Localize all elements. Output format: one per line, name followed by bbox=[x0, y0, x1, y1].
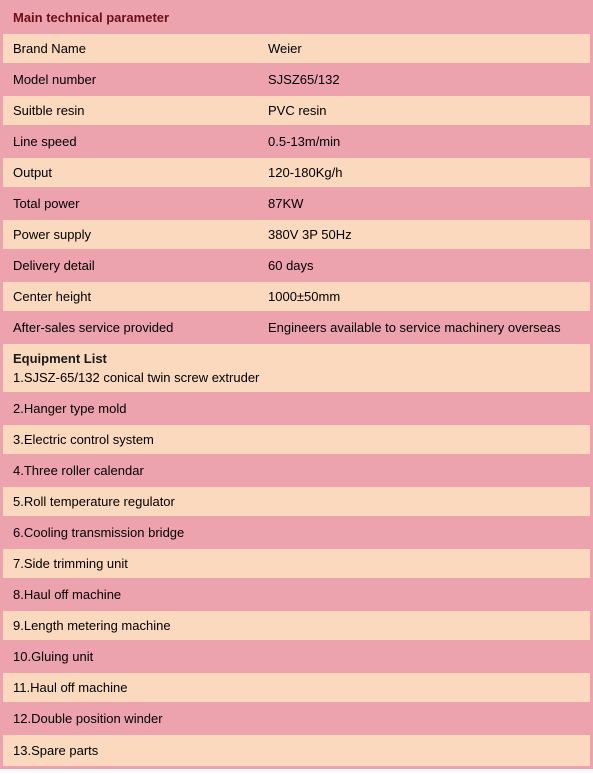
param-label: Brand Name bbox=[13, 41, 268, 56]
param-label: Output bbox=[13, 165, 268, 180]
spec-table: Main technical parameter Brand Name Weie… bbox=[0, 0, 593, 769]
param-row: After-sales service provided Engineers a… bbox=[3, 313, 590, 344]
param-label: After-sales service provided bbox=[13, 320, 268, 335]
equipment-row: 2.Hanger type mold bbox=[3, 394, 590, 425]
equipment-item: 12.Double position winder bbox=[13, 711, 163, 726]
param-row: Total power 87KW bbox=[3, 189, 590, 220]
param-row: Line speed 0.5-13m/min bbox=[3, 127, 590, 158]
param-label: Line speed bbox=[13, 134, 268, 149]
table-header-title: Main technical parameter bbox=[13, 10, 169, 25]
param-row: Brand Name Weier bbox=[3, 34, 590, 65]
param-label: Power supply bbox=[13, 227, 268, 242]
equipment-item: 4.Three roller calendar bbox=[13, 463, 144, 478]
param-label: Total power bbox=[13, 196, 268, 211]
param-row: Power supply 380V 3P 50Hz bbox=[3, 220, 590, 251]
param-row: Suitble resin PVC resin bbox=[3, 96, 590, 127]
equipment-list-title: Equipment List bbox=[13, 351, 107, 366]
param-row: Delivery detail 60 days bbox=[3, 251, 590, 282]
equipment-row: 4.Three roller calendar bbox=[3, 456, 590, 487]
equipment-item: 8.Haul off machine bbox=[13, 587, 121, 602]
equipment-row: 12.Double position winder bbox=[3, 704, 590, 735]
equipment-row: 9.Length metering machine bbox=[3, 611, 590, 642]
equipment-item: 5.Roll temperature regulator bbox=[13, 494, 175, 509]
param-row: Output 120-180Kg/h bbox=[3, 158, 590, 189]
param-value: 87KW bbox=[268, 196, 580, 211]
param-value: Weier bbox=[268, 41, 580, 56]
equipment-header-row: Equipment List 1.SJSZ-65/132 conical twi… bbox=[3, 344, 590, 394]
equipment-row: 10.Gluing unit bbox=[3, 642, 590, 673]
param-value: 380V 3P 50Hz bbox=[268, 227, 580, 242]
equipment-item: 7.Side trimming unit bbox=[13, 556, 128, 571]
param-value: 120-180Kg/h bbox=[268, 165, 580, 180]
param-row: Center height 1000±50mm bbox=[3, 282, 590, 313]
equipment-item: 6.Cooling transmission bridge bbox=[13, 525, 184, 540]
param-value: 1000±50mm bbox=[268, 289, 580, 304]
equipment-row: 7.Side trimming unit bbox=[3, 549, 590, 580]
equipment-row: 8.Haul off machine bbox=[3, 580, 590, 611]
equipment-row: 6.Cooling transmission bridge bbox=[3, 518, 590, 549]
param-label: Suitble resin bbox=[13, 103, 268, 118]
equipment-row: 5.Roll temperature regulator bbox=[3, 487, 590, 518]
equipment-item: 10.Gluing unit bbox=[13, 649, 93, 664]
equipment-item: 13.Spare parts bbox=[13, 743, 98, 758]
equipment-item: 2.Hanger type mold bbox=[13, 401, 126, 416]
equipment-row: 13.Spare parts bbox=[3, 735, 590, 766]
param-value: 0.5-13m/min bbox=[268, 134, 580, 149]
equipment-item: 11.Haul off machine bbox=[13, 680, 127, 695]
param-value: SJSZ65/132 bbox=[268, 72, 580, 87]
param-row: Model number SJSZ65/132 bbox=[3, 65, 590, 96]
param-label: Model number bbox=[13, 72, 268, 87]
param-value: 60 days bbox=[268, 258, 580, 273]
equipment-item: 9.Length metering machine bbox=[13, 618, 171, 633]
equipment-row: 11.Haul off machine bbox=[3, 673, 590, 704]
equipment-item: 3.Electric control system bbox=[13, 432, 154, 447]
param-label: Center height bbox=[13, 289, 268, 304]
table-header-row: Main technical parameter bbox=[3, 3, 590, 34]
param-value: Engineers available to service machinery… bbox=[268, 320, 580, 335]
equipment-row: 3.Electric control system bbox=[3, 425, 590, 456]
param-label: Delivery detail bbox=[13, 258, 268, 273]
equipment-item: 1.SJSZ-65/132 conical twin screw extrude… bbox=[13, 370, 259, 385]
param-value: PVC resin bbox=[268, 103, 580, 118]
